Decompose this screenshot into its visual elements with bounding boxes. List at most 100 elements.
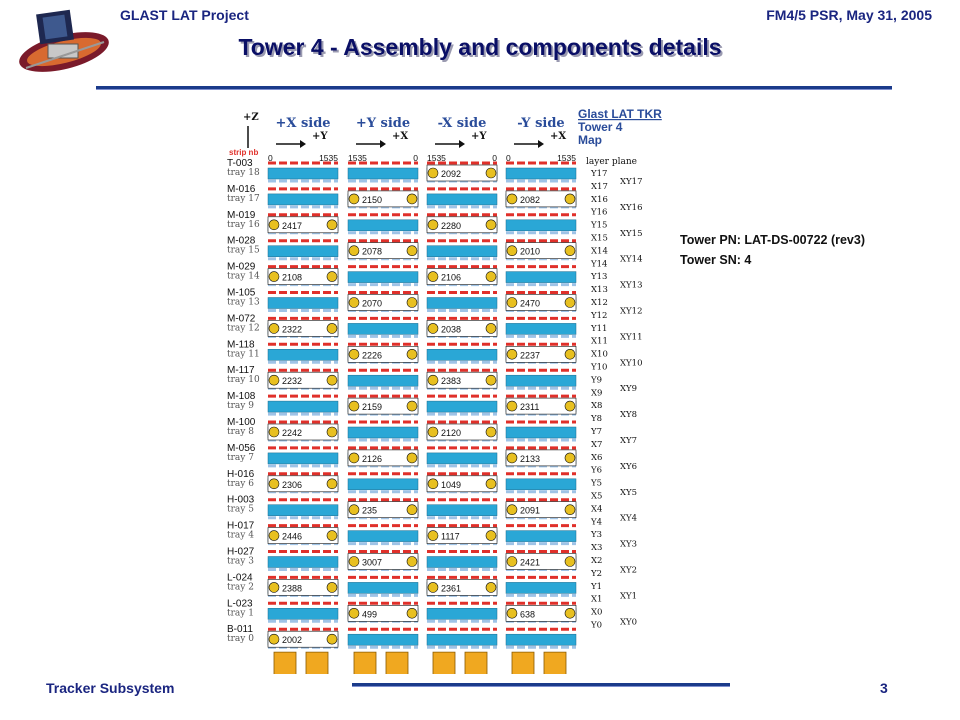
mcm-connector-right [485, 219, 497, 231]
mcm-connector-right [485, 530, 497, 541]
mcm-box [505, 346, 577, 363]
mcm-connector-left [348, 193, 360, 205]
mcm-connector-right [485, 478, 497, 490]
plane-label: XY0 [620, 617, 637, 627]
side-header: +X side [275, 116, 330, 131]
mcm-connector-right [564, 504, 576, 516]
range-start: 0 [506, 153, 511, 163]
footer-subsystem: Tracker Subsystem [46, 680, 175, 696]
strip-number-label: strip nb [229, 148, 258, 157]
mcm-connector-left [427, 271, 439, 282]
side-header: -Y side [517, 116, 564, 131]
mcm-connector-left [268, 219, 280, 231]
mcm-serial: 2159 [362, 402, 382, 412]
mcm-connector-right [485, 582, 497, 593]
mcm-serial: 2133 [520, 454, 540, 464]
mcm-connector-left [506, 400, 518, 412]
tray-id: M-108 [227, 391, 256, 402]
axis-label: +Y [471, 131, 487, 142]
tray-number: tray 3 [227, 557, 254, 567]
tray-bar [267, 245, 339, 257]
layer-label: X1 [591, 595, 602, 605]
gtrc-connector [543, 651, 567, 674]
mcm-box [267, 579, 339, 596]
mcm-connector-right [406, 556, 418, 567]
axis-arrow-head [538, 140, 544, 148]
gtrc-connector [385, 651, 409, 674]
tray-bar [267, 167, 339, 180]
tray-bar [426, 452, 498, 465]
tray-bar [267, 400, 339, 413]
mcm-connector-right [406, 400, 418, 412]
tray-bar [347, 271, 419, 283]
layer-label: Y5 [590, 479, 602, 489]
tray-number: tray 16 [227, 220, 260, 230]
tray-id: B-011 [227, 624, 253, 635]
mcm-serial: 2070 [362, 299, 382, 309]
mcm-serial: 2383 [441, 376, 461, 386]
tray-id: M-016 [227, 184, 256, 195]
mcm-connector-right [326, 323, 338, 334]
mcm-serial: 1117 [441, 532, 460, 542]
layer-label: X13 [591, 285, 608, 295]
layer-label: Y8 [590, 414, 602, 424]
mcm-box [267, 268, 339, 285]
mcm-connector-left [268, 582, 280, 593]
mcm-connector-left [348, 504, 360, 516]
tray-bar [505, 271, 577, 283]
mcm-box [347, 346, 419, 363]
tray-bar [267, 556, 339, 568]
mcm-connector-right [326, 633, 338, 645]
layer-label: Y4 [590, 517, 602, 527]
mcm-serial: 2470 [520, 299, 540, 309]
mcm-connector-left [506, 193, 518, 205]
tray-number: tray 7 [227, 453, 254, 463]
mcm-connector-right [326, 530, 338, 541]
tray-bar [347, 633, 419, 646]
mcm-connector-left [427, 323, 439, 334]
mcm-connector-left [506, 607, 518, 619]
layer-label: Y15 [590, 221, 607, 231]
side-header: +Y side [356, 116, 410, 131]
mcm-connector-right [485, 167, 497, 179]
mcm-connector-left [506, 556, 518, 567]
mcm-box [267, 527, 339, 544]
mcm-connector-right [406, 193, 418, 205]
mcm-serial: 2388 [282, 583, 302, 593]
tray-bar [347, 323, 419, 335]
tray-bar [426, 193, 498, 206]
mcm-box [426, 423, 498, 441]
axis-arrow-head [380, 140, 386, 148]
layer-label: X15 [591, 234, 608, 244]
side-header: -X side [438, 116, 487, 131]
tray-bar [505, 478, 577, 491]
layer-label: Y9 [590, 375, 602, 385]
mcm-box [505, 553, 577, 570]
plane-label: XY5 [620, 488, 637, 498]
mcm-serial: 2150 [362, 195, 382, 205]
layer-label: X12 [591, 298, 608, 308]
range-start: 1535 [348, 153, 367, 163]
tray-id: M-105 [227, 288, 256, 299]
tray-bar [426, 556, 498, 568]
tray-id: L-023 [227, 598, 253, 609]
axis-label: +Y [312, 131, 328, 142]
mcm-connector-right [406, 452, 418, 464]
mcm-connector-left [427, 530, 439, 541]
mcm-connector-right [406, 607, 418, 619]
mcm-serial: 2010 [520, 247, 540, 257]
mcm-serial: 2106 [441, 273, 461, 283]
mcm-serial: 2421 [520, 558, 540, 568]
tray-bar [347, 530, 419, 542]
mcm-connector-left [506, 349, 518, 360]
layer-label: Y6 [590, 466, 602, 476]
z-axis-label: +Z [243, 112, 259, 123]
tray-id: M-117 [227, 365, 255, 376]
mcm-connector-left [268, 271, 280, 282]
mcm-connector-left [427, 219, 439, 231]
mcm-box [267, 630, 339, 648]
tower-pn: Tower PN: LAT-DS-00722 (rev3) [680, 233, 866, 247]
plane-label: XY12 [620, 307, 642, 317]
mcm-connector-right [564, 349, 576, 360]
mcm-box [505, 190, 577, 208]
